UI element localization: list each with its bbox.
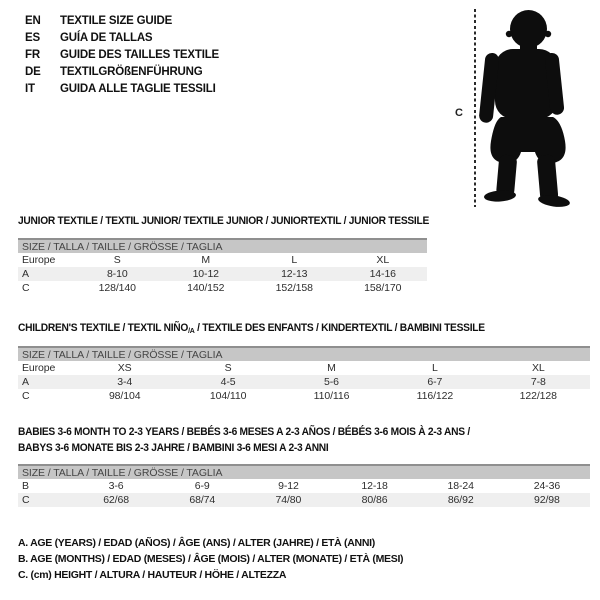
language-code: IT — [25, 82, 35, 95]
footnote: A. AGE (YEARS) / EDAD (AÑOS) / ÂGE (ANS)… — [18, 537, 375, 549]
size-header-row: SIZE / TALLA / TAILLE / GRÖSSE / TAGLIA — [18, 464, 590, 479]
language-code: EN — [25, 14, 41, 27]
size-value-cell: XL — [531, 362, 545, 374]
language-label: GUIDA ALLE TAGLIE TESSILI — [60, 82, 216, 95]
size-value-cell: 158/170 — [364, 282, 402, 294]
height-measure-line — [474, 9, 476, 207]
section-title-junior: JUNIOR TEXTILE / TEXTIL JUNIOR/ TEXTILE … — [18, 215, 429, 227]
size-value-cell: 4-5 — [176, 375, 280, 389]
size-value-cell: 12-13 — [250, 267, 339, 281]
language-label: TEXTILE SIZE GUIDE — [60, 14, 173, 27]
language-code: ES — [25, 31, 40, 44]
size-value-cell: 92/98 — [503, 493, 590, 507]
table-row: C 62/68 68/74 74/80 80/86 86/92 92/98 — [18, 493, 590, 507]
size-value-cell: 18-24 — [447, 480, 474, 492]
section-title-babies: BABIES 3-6 MONTH TO 2-3 YEARS / BEBÉS 3-… — [18, 425, 470, 456]
size-value-cell: 128/140 — [98, 282, 136, 294]
size-value-cell: 5-6 — [279, 375, 384, 389]
table-row: A 8-10 10-12 12-13 14-16 — [18, 267, 427, 281]
language-row: IT GUIDA ALLE TAGLIE TESSILI — [25, 80, 219, 97]
row-label: C — [22, 390, 30, 402]
size-value-cell: 98/104 — [108, 390, 141, 402]
size-value-cell: 9-12 — [278, 480, 299, 492]
size-value-cell: 24-36 — [533, 480, 561, 492]
footnote: B. AGE (MONTHS) / EDAD (MESES) / ÂGE (MO… — [18, 553, 404, 565]
table-row: C 128/140 140/152 152/158 158/170 — [18, 281, 427, 295]
footnotes: A. AGE (YEARS) / EDAD (AÑOS) / ÂGE (ANS)… — [18, 535, 404, 583]
table-row: A 3-4 4-5 5-6 6-7 7-8 — [18, 375, 590, 389]
size-value-cell: 6-7 — [383, 375, 487, 389]
size-value-cell: 7-8 — [486, 375, 590, 389]
language-row: FR GUIDE DES TAILLES TEXTILE — [25, 46, 219, 63]
size-value-cell: 74/80 — [245, 493, 332, 507]
size-value-cell: 122/128 — [519, 390, 557, 402]
language-list: EN TEXTILE SIZE GUIDE ES GUÍA DE TALLAS … — [25, 12, 219, 97]
row-label: C — [18, 493, 73, 507]
size-value-cell: S — [224, 362, 232, 374]
size-value-cell: 12-18 — [361, 480, 388, 492]
size-value-cell: L — [291, 254, 298, 266]
size-value-cell: 10-12 — [161, 267, 250, 281]
size-value-cell: 140/152 — [187, 282, 225, 294]
size-value-cell: 3-4 — [73, 375, 177, 389]
row-label: C — [22, 282, 30, 294]
footnote: C. (cm) HEIGHT / ALTURA / HAUTEUR / HÖHE… — [18, 569, 287, 581]
size-value-cell: M — [201, 254, 211, 266]
size-column-header: SIZE / TALLA / TAILLE / GRÖSSE / TAGLIA — [18, 238, 427, 253]
row-label: Europe — [22, 362, 56, 374]
size-value-cell: S — [113, 254, 121, 266]
language-label: TEXTILGRÖßENFÜHRUNG — [60, 65, 203, 78]
row-label: Europe — [22, 254, 56, 266]
language-code: FR — [25, 48, 40, 61]
size-column-header: SIZE / TALLA / TAILLE / GRÖSSE / TAGLIA — [18, 346, 590, 361]
size-value-cell: 14-16 — [338, 267, 427, 281]
size-header-row: SIZE / TALLA / TAILLE / GRÖSSE / TAGLIA — [18, 238, 427, 253]
size-value-cell: 104/110 — [209, 390, 247, 402]
row-label: A — [18, 375, 73, 389]
size-value-cell: 68/74 — [159, 493, 246, 507]
size-value-cell: 116/122 — [416, 390, 454, 402]
height-measure-label: C — [455, 107, 463, 119]
size-header-row: SIZE / TALLA / TAILLE / GRÖSSE / TAGLIA — [18, 346, 590, 361]
table-row: Europe S M L XL — [18, 253, 427, 267]
section-title-babies-line1: BABIES 3-6 MONTH TO 2-3 YEARS / BEBÉS 3-… — [18, 426, 470, 438]
size-value-cell: XL — [376, 254, 390, 266]
size-value-cell: M — [327, 362, 336, 374]
section-title-babies-line2: BABYS 3-6 MONATE BIS 2-3 JAHRE / BAMBINI… — [18, 441, 329, 454]
children-size-table: SIZE / TALLA / TAILLE / GRÖSSE / TAGLIA … — [18, 346, 590, 403]
table-row: C 98/104 104/110 110/116 116/122 122/128 — [18, 389, 590, 403]
section-title-children-sub: /A — [188, 326, 195, 335]
size-value-cell: 62/68 — [73, 493, 160, 507]
size-value-cell: 6-9 — [194, 480, 210, 492]
language-row: EN TEXTILE SIZE GUIDE — [25, 12, 219, 29]
junior-size-table: SIZE / TALLA / TAILLE / GRÖSSE / TAGLIA … — [18, 238, 427, 295]
language-row: ES GUÍA DE TALLAS — [25, 29, 219, 46]
size-value-cell: 3-6 — [108, 480, 124, 492]
size-value-cell: 86/92 — [417, 493, 504, 507]
row-label: A — [18, 267, 73, 281]
size-value-cell: 152/158 — [275, 282, 313, 294]
table-row: Europe XS S M L XL — [18, 361, 590, 375]
language-code: DE — [25, 65, 41, 78]
size-column-header: SIZE / TALLA / TAILLE / GRÖSSE / TAGLIA — [18, 464, 590, 479]
size-value-cell: 8-10 — [73, 267, 162, 281]
language-label: GUÍA DE TALLAS — [60, 31, 153, 44]
size-value-cell: 110/116 — [313, 390, 350, 402]
section-title-children-pre: CHILDREN'S TEXTILE / TEXTIL NIÑO — [18, 322, 189, 334]
section-title-children: CHILDREN'S TEXTILE / TEXTIL NIÑO/A / TEX… — [18, 321, 485, 339]
baby-silhouette-icon — [479, 10, 570, 207]
size-value-cell: XS — [117, 362, 132, 374]
language-label: GUIDE DES TAILLES TEXTILE — [60, 48, 219, 61]
size-value-cell: L — [431, 362, 438, 374]
section-title-children-post: / TEXTILE DES ENFANTS / KINDERTEXTIL / B… — [194, 322, 485, 334]
table-row: B 3-6 6-9 9-12 12-18 18-24 24-36 — [18, 479, 590, 493]
row-label: B — [22, 480, 29, 492]
babies-size-table: SIZE / TALLA / TAILLE / GRÖSSE / TAGLIA … — [18, 464, 590, 507]
size-value-cell: 80/86 — [331, 493, 418, 507]
language-row: DE TEXTILGRÖßENFÜHRUNG — [25, 63, 219, 80]
